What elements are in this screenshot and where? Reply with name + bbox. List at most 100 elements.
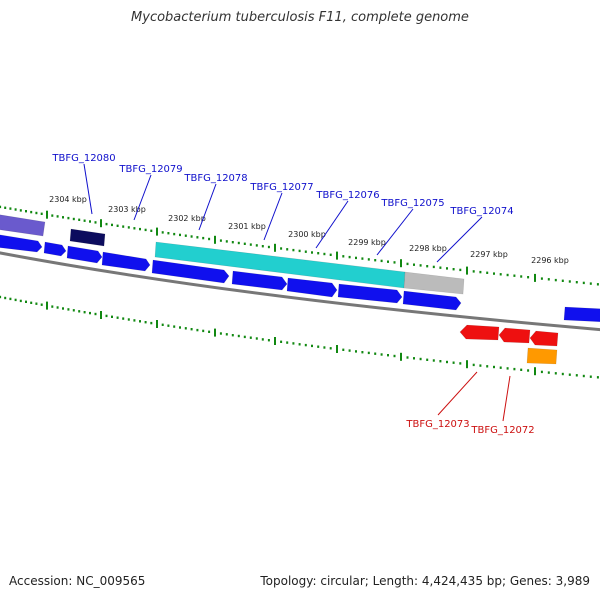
scale-dot — [317, 345, 320, 348]
scale-dot — [190, 328, 193, 331]
gene-label: TBFG_12077 — [249, 182, 313, 193]
scale-dot — [286, 341, 289, 344]
scale-dot — [243, 242, 246, 245]
reverse-gene-arrow — [529, 330, 559, 347]
scale-dot — [25, 300, 27, 303]
scale-dot — [133, 319, 136, 322]
scale-dot — [111, 223, 113, 227]
scale-dot — [144, 228, 147, 232]
scale-dot — [506, 273, 509, 277]
gene-label: TBFG_12073 — [405, 419, 469, 430]
reverse-gene-arrow — [498, 327, 531, 344]
scale-dot — [374, 259, 377, 262]
scale-dot — [122, 317, 125, 320]
scale-dot — [380, 259, 383, 263]
scale-dot — [4, 296, 7, 300]
scale-dot — [446, 267, 448, 270]
gene-label: TBFG_12072 — [470, 425, 534, 436]
scale-dot — [208, 237, 211, 241]
scale-dot — [105, 314, 108, 318]
scale-dot — [196, 236, 199, 239]
scale-dot — [280, 340, 283, 343]
forward-gene-arrow — [0, 234, 43, 253]
label-leaders — [83, 163, 511, 422]
leader-line — [198, 183, 217, 231]
scale-dot — [367, 258, 370, 261]
scale-tick — [466, 360, 468, 369]
scale-dot — [589, 375, 592, 378]
scale-dot — [94, 221, 97, 224]
scale-dot — [30, 210, 33, 214]
scale-dot — [78, 218, 81, 221]
scale-dot — [14, 208, 17, 211]
purple-feature — [0, 214, 46, 237]
scale-dot — [89, 220, 91, 223]
scale-dot — [459, 268, 462, 272]
scale-dot — [348, 255, 351, 259]
scale-dot — [311, 344, 313, 348]
scale-dot — [83, 311, 86, 314]
scale-dot — [0, 205, 2, 209]
scale-dot — [380, 353, 383, 356]
scale-dot — [150, 229, 153, 232]
scale-dot — [540, 277, 543, 280]
scale-dot — [78, 310, 81, 313]
scale-dot — [105, 222, 108, 226]
scale-dot — [139, 320, 141, 323]
scale-dot — [51, 305, 54, 308]
scale-dot — [208, 330, 211, 333]
scale-dot — [9, 297, 12, 301]
scale-tick — [156, 227, 158, 236]
gene-labels: TBFG_12080 TBFG_12079 TBFG_12078 TBFG_12… — [51, 153, 534, 436]
scale-dot — [561, 279, 564, 282]
scale-dot — [472, 270, 475, 273]
scale-tick — [214, 328, 216, 337]
scale-dot — [280, 247, 283, 250]
scale-label: 2299 kbp — [348, 238, 386, 247]
scale-dot — [243, 335, 246, 339]
scale-dot — [361, 257, 364, 260]
scale-dot — [459, 362, 462, 365]
scale-dot — [219, 332, 222, 335]
scale-dot — [219, 239, 222, 242]
scale-dot — [355, 350, 357, 353]
scale-tick — [336, 345, 338, 353]
scale-dot — [323, 346, 326, 349]
scale-dot — [35, 211, 38, 215]
scale-label: 2298 kbp — [409, 244, 447, 253]
scale-dot — [527, 369, 530, 372]
scale-dot — [62, 307, 64, 310]
leader-line — [437, 371, 478, 416]
scale-dot — [387, 260, 389, 263]
scale-dot — [249, 243, 252, 246]
forward-gene-arrow — [231, 270, 288, 291]
scale-dot — [527, 276, 530, 279]
forward-gene-arrow — [337, 283, 403, 304]
scale-dot — [231, 241, 234, 244]
scale-dot — [40, 303, 43, 306]
gene-label: TBFG_12074 — [449, 206, 513, 217]
scale-dot — [393, 261, 396, 264]
scale-dot — [25, 210, 27, 213]
scale-label: 2302 kbp — [168, 214, 206, 223]
scale-dot — [479, 270, 482, 274]
leader-line — [133, 174, 152, 221]
scale-dot — [374, 352, 377, 355]
scale-tick — [214, 235, 216, 244]
scale-dot — [596, 376, 599, 379]
scale-dot — [568, 373, 571, 376]
forward-gene-arrow — [43, 241, 67, 257]
scale-dot — [122, 225, 125, 228]
scale-dot — [116, 316, 119, 319]
scale-dot — [367, 351, 370, 355]
gene-label: TBFG_12080 — [51, 153, 115, 164]
scale-dot — [575, 281, 578, 284]
scale-dot — [202, 329, 205, 333]
scale-dot — [317, 252, 320, 255]
scale-dot — [413, 263, 415, 266]
scale-dot — [67, 308, 70, 311]
scale-dot — [568, 280, 571, 283]
scale-dot — [179, 233, 181, 237]
scale-dot — [452, 268, 455, 271]
scale-dot — [432, 265, 435, 269]
